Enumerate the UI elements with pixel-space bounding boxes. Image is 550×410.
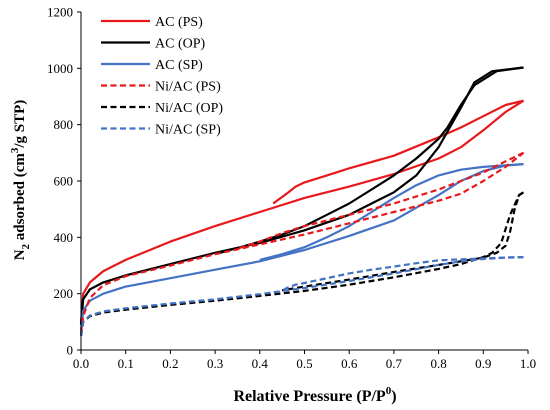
- x-tick-label: 1.0: [520, 356, 536, 371]
- y-tick-label: 1200: [47, 5, 73, 20]
- legend: AC (PS) AC (OP) AC (SP) Ni/AC (PS) Ni/AC (OP…: [101, 15, 223, 138]
- series-0: [79, 99, 525, 322]
- x-tick-label: 0.0: [73, 356, 89, 371]
- y-axis-label: N2 adsorbed (cm3/g STP): [9, 100, 32, 261]
- y-tick-label: 400: [54, 230, 74, 245]
- x-tick-label: 0.2: [162, 356, 178, 371]
- series-adsorption-line: [79, 256, 524, 337]
- x-axis-label: Relative Pressure (P/P0): [233, 385, 396, 405]
- series-desorption-line: [272, 99, 524, 205]
- series-adsorption-line: [79, 151, 525, 334]
- x-tick-label: 0.9: [475, 356, 491, 371]
- plot-area: [79, 66, 525, 337]
- series-5: [79, 256, 524, 337]
- y-tick-label: 1000: [47, 61, 73, 76]
- x-tick-label: 0.6: [341, 356, 358, 371]
- legend-entry: Ni/AC (OP): [155, 101, 223, 116]
- legend-entry: AC (OP): [155, 37, 206, 52]
- legend-entry: Ni/AC (PS): [155, 80, 221, 95]
- y-tick-label: 600: [54, 174, 74, 189]
- series-desorption-line: [259, 163, 524, 261]
- series-2: [79, 163, 524, 331]
- x-tick-label: 0.3: [207, 356, 223, 371]
- legend-entry: Ni/AC (SP): [155, 123, 221, 138]
- series-adsorption-line: [79, 99, 525, 322]
- series-3: [79, 151, 525, 334]
- x-tick-label: 0.4: [252, 356, 269, 371]
- x-tick-label: 0.5: [296, 356, 312, 371]
- x-tick-label: 0.8: [430, 356, 446, 371]
- x-tick-label: 0.1: [118, 356, 134, 371]
- series-desorption-line: [281, 191, 525, 292]
- series-desorption-line: [281, 256, 524, 292]
- legend-entry: AC (PS): [155, 15, 203, 30]
- series-adsorption-line: [79, 191, 525, 337]
- series-desorption-line: [214, 66, 524, 256]
- y-tick-label: 800: [54, 117, 74, 132]
- y-tick-label: 0: [67, 343, 74, 358]
- series-4: [79, 191, 525, 337]
- axes: 0.0 0.1 0.2 0.3 0.4 0.5 0.6 0.7 0.8 0.9 1.0 0 200 400…: [47, 5, 536, 372]
- x-tick-label: 0.7: [386, 356, 403, 371]
- y-tick-label: 200: [54, 286, 74, 301]
- legend-entry: AC (SP): [155, 58, 203, 73]
- series-adsorption-line: [79, 163, 524, 331]
